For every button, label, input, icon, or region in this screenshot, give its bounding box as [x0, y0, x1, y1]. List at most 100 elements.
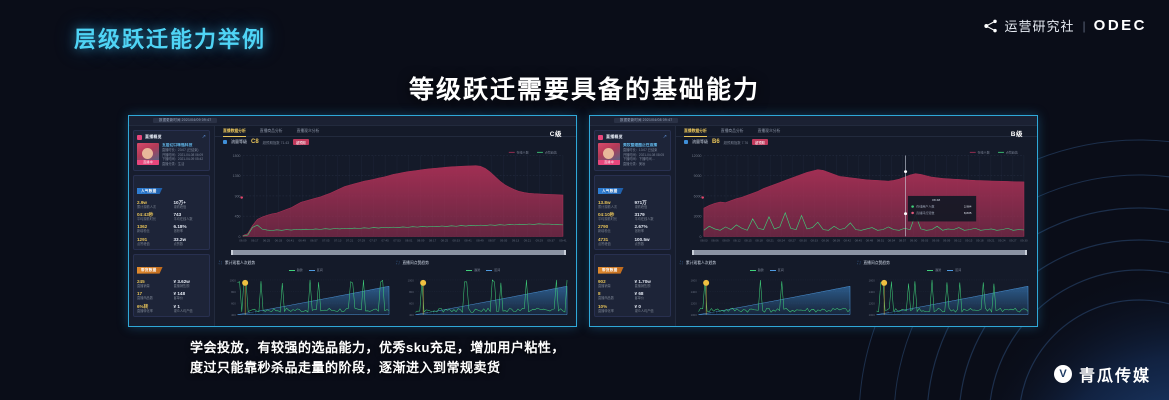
- share-network-icon: [983, 19, 997, 32]
- svg-text:08:42: 08:42: [844, 239, 852, 243]
- sub-chart-title: 累计观看人次趋势: [685, 260, 717, 265]
- stat-label: 观看峰值: [173, 204, 187, 209]
- stats-grid: 13.8w 累计观看人次 971万 观看峰值 04:10秒 平均观看时长 317…: [598, 200, 667, 246]
- expand-icon[interactable]: ⛶: [396, 260, 400, 266]
- stat-value: 1291: [137, 236, 148, 242]
- svg-text:在线人数: 在线人数: [516, 150, 528, 155]
- stats-grid: 902 直播销量 ¥ 1.70w 直播销售额 8 直播商品数 ¥ 68 客单价 …: [598, 279, 667, 313]
- tab-直播数据分析[interactable]: 直播数据分析: [223, 128, 246, 137]
- svg-text:07:29: 07:29: [358, 239, 366, 243]
- dashboard-topbar: 数据更新时间 2021/04/08 09:47: [590, 116, 1037, 126]
- chart-range-scrollbar[interactable]: [231, 250, 566, 256]
- svg-text:0: 0: [700, 235, 702, 239]
- svg-text:09:06: 09:06: [932, 239, 940, 243]
- stat-label: 观众人均产值: [173, 308, 193, 313]
- caption-line-2: 度过只能靠秒杀品走量的阶段，逐渐进入到常规卖货: [190, 360, 501, 376]
- stat-item: 10万+ 观看峰值: [174, 200, 207, 209]
- stat-item: ¥ 3.62w 直播销售额: [174, 279, 207, 288]
- sub-chart-body: 1000 800 600 400 开播 06:09: [397, 273, 571, 324]
- brand-logo: 运营研究社 | ODEC: [983, 16, 1147, 35]
- dashboard-tabs: 直播数据分析 直播商品分析 直播观众分析 C级: [215, 126, 576, 138]
- chart-header: 流量等级 B6 超预期指数 7.76 超预期: [676, 137, 1037, 147]
- stat-item: 33.2w 点赞数: [174, 237, 207, 246]
- panel-tag: 人气数据: [137, 187, 163, 195]
- sub-charts-row: ⛶ 累计观看人次趋势 趋势 区间 1600 1400 1200 1000 开播 08:0…: [676, 257, 1037, 326]
- anchor-card-title: 直播概览: [145, 134, 162, 139]
- svg-text:08:33: 08:33: [453, 239, 461, 243]
- legend-item: 区间: [769, 268, 784, 272]
- anchor-meta-line: 直播分类：生活: [162, 161, 185, 166]
- svg-text:08:51: 08:51: [877, 239, 885, 243]
- stat-label: 直播销售额: [634, 284, 651, 289]
- chart-header-pill: 超预期: [752, 139, 768, 145]
- anchor-profile-row: 直播中 五居幻口味瓶科技 直播时长：23:07 (已结束) 开播时间：2021-0…: [137, 143, 206, 167]
- svg-text:800: 800: [231, 290, 236, 294]
- expand-icon[interactable]: ⛶: [219, 260, 222, 266]
- dashboard-screenshot-right: 数据更新时间 2021/04/08 09:47 直播概览 ↗ 直播中: [589, 115, 1038, 327]
- stat-item: ¥ 148 客单价: [174, 291, 207, 300]
- svg-text:1000: 1000: [230, 279, 237, 283]
- expand-icon[interactable]: ⛶: [680, 260, 683, 266]
- sub-chart: ⛶ 直播间点赞趋势 趋势 区间 1000 800 600 400 开播 06:09: [397, 259, 571, 324]
- chart-header-sub: 超预期指数 7.76: [723, 140, 749, 145]
- chart-header-grade: B6: [712, 139, 720, 145]
- tab-直播数据分析[interactable]: 直播数据分析: [684, 128, 707, 137]
- stat-label: 客单价: [634, 296, 645, 301]
- caption-block: 学会投放，有较强的选品能力，优秀sku充足，增加用户粘性， 度过只能靠秒杀品走量…: [190, 338, 565, 378]
- tab-直播观众分析[interactable]: 直播观众分析: [757, 128, 781, 133]
- svg-text:09:00: 09:00: [910, 239, 918, 243]
- tab-直播商品分析[interactable]: 直播商品分析: [259, 128, 283, 133]
- tab-直播商品分析[interactable]: 直播商品分析: [720, 128, 744, 133]
- svg-text:07:05: 07:05: [322, 239, 330, 243]
- svg-text:08:18: 08:18: [755, 239, 763, 243]
- svg-text:09:15: 09:15: [965, 239, 973, 243]
- watermark: 青瓜传媒: [1053, 362, 1151, 386]
- sub-chart-title: 直播间点赞趋势: [863, 260, 890, 265]
- stat-label: 累计观看人次: [137, 204, 157, 209]
- stat-item: 245 直播销量: [137, 279, 170, 288]
- stat-value: 13.8w: [598, 199, 611, 205]
- dashboard-sidebar: 直播概览 ↗ 直播中 五居幻口味瓶科技 直播时长：23:07 (已结束) 开播时间…: [129, 126, 215, 326]
- legend-item: 区间: [947, 268, 961, 272]
- svg-text:08:17: 08:17: [429, 239, 437, 243]
- svg-text:点赞趋势: 点赞趋势: [1006, 150, 1018, 155]
- stat-label: 新增粉丝: [137, 229, 150, 234]
- expand-icon[interactable]: ⛶: [857, 260, 861, 266]
- svg-text:06:33: 06:33: [275, 239, 283, 243]
- svg-text:450: 450: [235, 215, 241, 219]
- external-link-icon[interactable]: ↗: [201, 133, 206, 140]
- legend-item: 趋势: [288, 268, 303, 272]
- stat-label: 涨粉率: [634, 229, 645, 234]
- stat-item: 3179 平均在线人数: [635, 212, 668, 221]
- stat-value: ¥ 0: [634, 303, 641, 309]
- svg-text:400: 400: [409, 313, 414, 317]
- anchor-card-header: 直播概览 ↗: [598, 134, 667, 140]
- anchor-card-header: 直播概览 ↗: [137, 134, 206, 140]
- anchor-name[interactable]: 美妆整理圈正在直播: [623, 143, 658, 147]
- anchor-overview-card: 直播概览 ↗ 直播中 美妆整理圈正在直播 直播时长：13:07 已结束 开播时间：…: [594, 130, 671, 171]
- svg-text:1400: 1400: [691, 290, 698, 294]
- data-update-time: 数据更新时间 2021/04/08 09:47: [614, 117, 679, 124]
- stat-item: 04:10秒 平均观看时长: [598, 212, 631, 221]
- sub-charts-row: ⛶ 累计观看人次趋势 趋势 区间 1000 800 600 400 开播 06:09 ⛶: [215, 257, 576, 326]
- brand-separator: |: [1082, 18, 1086, 33]
- svg-text:08:27: 08:27: [788, 239, 796, 243]
- stat-item: 2.9w 累计观看人次: [137, 200, 170, 209]
- chart-header-title: 流量等级: [692, 139, 708, 144]
- svg-text:在线用户人数: 在线用户人数: [916, 204, 934, 209]
- anchor-meta-line: 开播时间：2021-04-08 08:05: [623, 152, 665, 157]
- svg-text:09:24: 09:24: [998, 239, 1006, 243]
- tab-直播观众分析[interactable]: 直播观众分析: [296, 128, 320, 133]
- anchor-name[interactable]: 五居幻口味瓶科技: [162, 143, 193, 147]
- svg-text:1600: 1600: [868, 279, 875, 283]
- sub-chart-header: ⛶ 累计观看人次趋势: [680, 259, 854, 267]
- svg-text:06:57: 06:57: [310, 239, 318, 243]
- sub-chart-body: 1000 800 600 400 开播 06:09: [219, 273, 393, 324]
- svg-text:08:21: 08:21: [766, 239, 774, 243]
- svg-text:1600: 1600: [691, 279, 698, 283]
- stat-value: 33.2w: [173, 236, 187, 242]
- chart-range-scrollbar[interactable]: [692, 250, 1027, 256]
- external-link-icon[interactable]: ↗: [662, 133, 667, 140]
- stat-value: 6.18%: [173, 224, 187, 230]
- stat-item: 100.5w 点赞数: [635, 237, 668, 246]
